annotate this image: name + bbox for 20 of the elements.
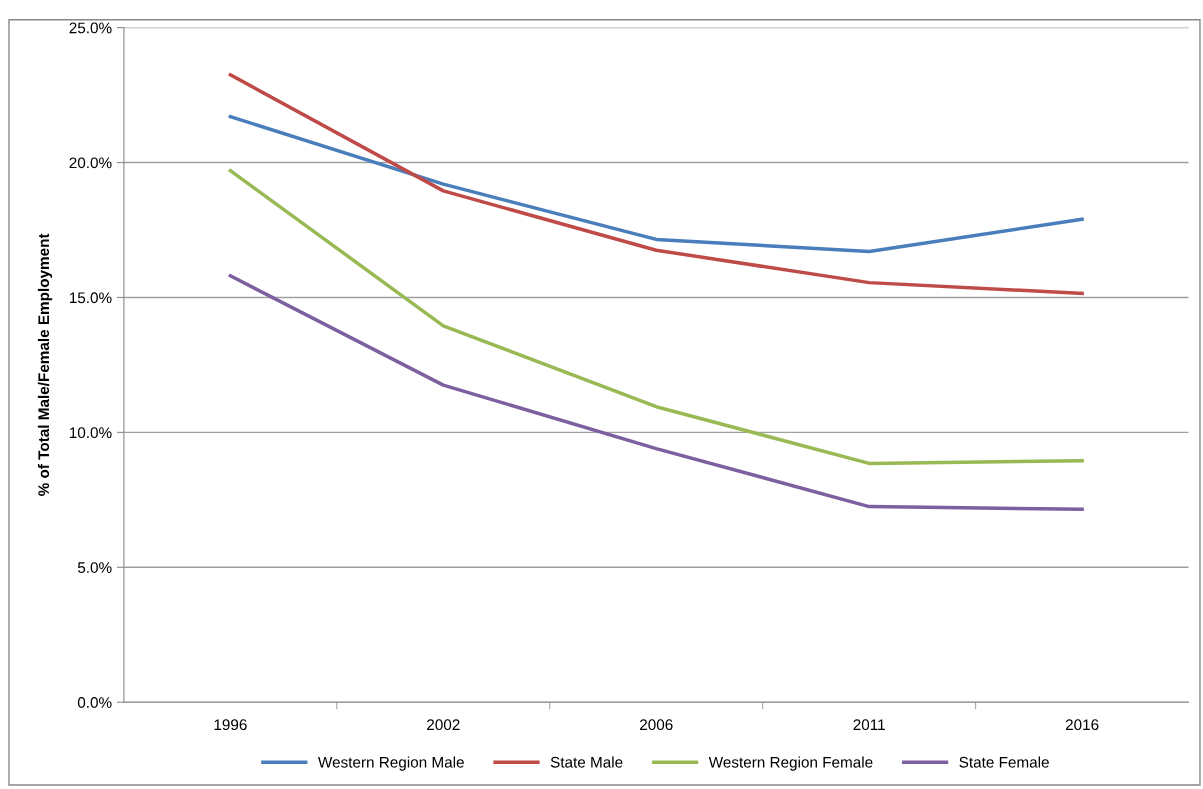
y-axis-title: % of Total Male/Female Employment [37,233,53,496]
y-tick-label: 0.0% [77,697,112,708]
y-tick-label: 5.0% [77,562,112,573]
y-tick-label: 15.0% [69,292,112,304]
legend-label: State Male [550,756,623,768]
line-series [228,168,1084,466]
x-tick-label: 2011 [853,719,885,731]
y-tick-label: 20.0% [69,157,112,169]
line-series [228,73,1084,296]
x-tick-label: 2002 [427,719,460,731]
line-series [228,114,1084,254]
legend-label: Western Region Male [317,756,464,771]
legend-label: Western Region Female [708,756,873,771]
y-tick-label: 25.0% [69,22,112,34]
line-series [228,274,1084,512]
x-tick-label: 2016 [1065,719,1099,731]
x-tick-label: 1996 [214,719,247,731]
y-tick-label: 10.0% [69,427,112,439]
legend-label: State Female [959,756,1049,768]
x-tick-label: 2006 [640,719,673,731]
